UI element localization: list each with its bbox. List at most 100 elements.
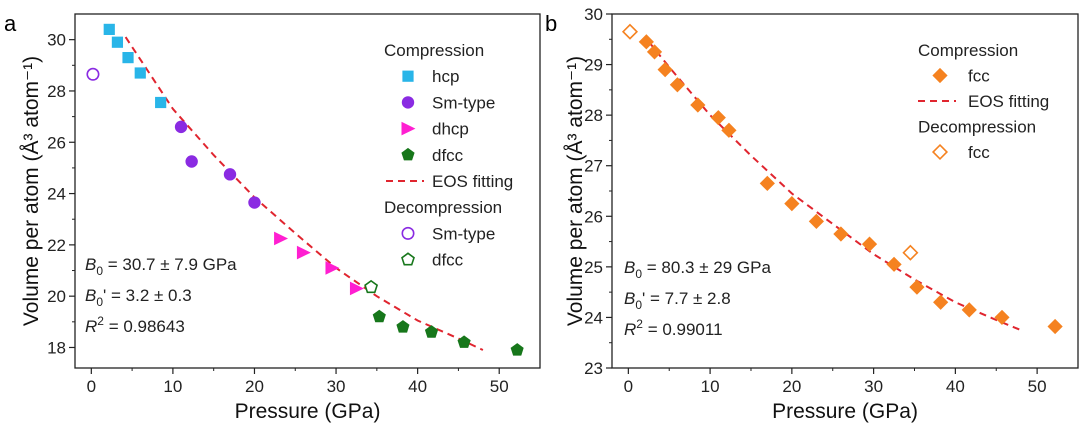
y-tick-label: 27 [584,157,603,176]
legend-heading-decompression: Decompression [384,198,502,217]
data-point-compression-dfcc [396,320,410,333]
legend-marker-dfcc [401,147,415,161]
fit-annotation-b0p: B0' = 7.7 ± 2.8 [624,289,731,312]
legend-label-dfcc: dfcc [432,251,464,270]
data-point-compression-hcp [155,96,167,109]
y-tick-label: 26 [47,133,66,152]
legend-heading-compression: Compression [918,41,1018,60]
y-tick-label: 30 [47,31,66,50]
legend-marker-fcc [931,143,949,161]
x-tick-label: 30 [864,377,883,396]
data-point-compression-fcc [861,236,878,252]
data-point-compression-dfcc [457,335,471,348]
x-axis-label: Pressure (GPa) [235,400,381,423]
data-point-compression-sm-type [185,155,198,168]
fit-annotation-r2: R2 = 0.99011 [624,317,723,339]
data-point-compression-hcp [103,23,115,35]
legend-label-eos fitting: EOS fitting [968,92,1049,111]
data-point-compression-fcc [657,62,673,78]
data-point-compression-sm-type [223,168,237,181]
y-tick-label: 22 [47,236,66,255]
x-tick-label: 50 [1028,377,1047,396]
panel-b: 0 10 20 30 40 50 23 24 25 26 27 28 29 30 Pressure (GPa… [545,5,1079,423]
x-tick-label: 10 [701,377,720,396]
data-point-compression-hcp [122,52,134,64]
data-point-compression-fcc [784,196,800,212]
data-point-compression-sm-type [174,120,188,134]
data-point-compression-fcc [669,77,686,93]
legend-marker-sm-type [401,96,415,109]
panel-a: 0 10 20 30 40 50 18 20 22 24 26 28 30 Pressure (GPa) V… [4,11,541,423]
panel-label: a [4,11,17,36]
y-tick-label: 23 [584,359,603,378]
x-tick-label: 40 [946,377,965,396]
data-point-compression-fcc [808,213,824,229]
y-tick-label: 28 [47,82,66,101]
data-point-compression-fcc [833,226,849,242]
x-tick-label: 40 [408,377,427,396]
legend-heading-compression: Compression [384,41,484,60]
legend-marker-sm-type [401,226,415,240]
legend-label-fcc: fcc [968,67,990,86]
y-axis-label: Volume per atom (Å³ atom⁻¹) [20,56,43,326]
y-tick-label: 24 [47,185,66,204]
data-point-decompression-dfcc [364,279,379,294]
legend-marker-hcp [402,70,414,82]
y-tick-label: 28 [584,106,603,125]
x-tick-label: 0 [624,377,633,396]
x-tick-label: 10 [163,377,182,396]
data-point-compression-dhcp [325,261,340,275]
data-point-compression-fcc [710,110,726,126]
y-tick-label: 24 [584,308,603,327]
y-tick-label: 29 [584,56,603,75]
y-tick-label: 18 [47,338,66,357]
data-point-compression-fcc [933,294,949,310]
data-point-compression-dhcp [296,245,311,260]
data-point-compression-dhcp [349,281,364,296]
y-tick-label: 30 [584,5,603,24]
data-point-compression-sm-type [248,196,261,209]
x-tick-label: 0 [87,377,96,396]
legend-marker-dfcc [401,252,415,266]
fit-annotation-r2: R2 = 0.98643 [85,314,185,336]
y-tick-label: 20 [47,287,66,306]
data-point-compression-dfcc [372,309,386,323]
legend-label-fcc: fcc [968,143,990,162]
data-point-decompression-sm-type [86,67,100,81]
data-point-compression-fcc [909,279,925,295]
legend-marker-dhcp [401,121,416,136]
x-tick-label: 20 [245,377,264,396]
data-point-compression-dhcp [274,231,289,246]
data-point-compression-dfcc [424,325,439,338]
x-tick-label: 30 [327,377,346,396]
data-point-compression-fcc [961,302,977,318]
plot-frame [74,13,541,369]
data-point-compression-fcc [886,256,902,272]
data-point-compression-dfcc [510,343,524,356]
legend-label-hcp: hcp [432,67,459,86]
data-point-decompression-fcc [621,23,639,40]
y-tick-label: 25 [584,258,603,277]
legend-marker-fcc [932,67,948,84]
legend-heading-decompression: Decompression [918,118,1036,137]
fit-annotation-b0p: B0' = 3.2 ± 0.3 [85,286,192,309]
data-point-compression-fcc [994,309,1010,326]
eos-fit-curve [648,41,1022,332]
legend-label-sm-type: Sm-type [432,224,495,243]
x-axis-label: Pressure (GPa) [772,400,918,423]
data-point-compression-hcp [134,67,146,79]
data-point-compression-fcc [721,122,737,138]
eos-fit-curve [124,36,484,351]
data-point-compression-hcp [111,36,124,48]
y-tick-label: 26 [584,207,603,226]
data-point-decompression-fcc [902,244,919,261]
legend-label-dfcc: dfcc [432,146,464,165]
panel-label: b [545,11,557,36]
x-tick-label: 20 [782,377,801,396]
data-point-compression-fcc [646,44,663,60]
fit-annotation-b0: B0 = 80.3 ± 29 GPa [624,258,771,281]
legend-label-dhcp: dhcp [432,120,469,139]
fit-annotation-b0: B0 = 30.7 ± 7.9 GPa [85,255,237,278]
legend-label-eos fitting: EOS fitting [432,172,513,191]
